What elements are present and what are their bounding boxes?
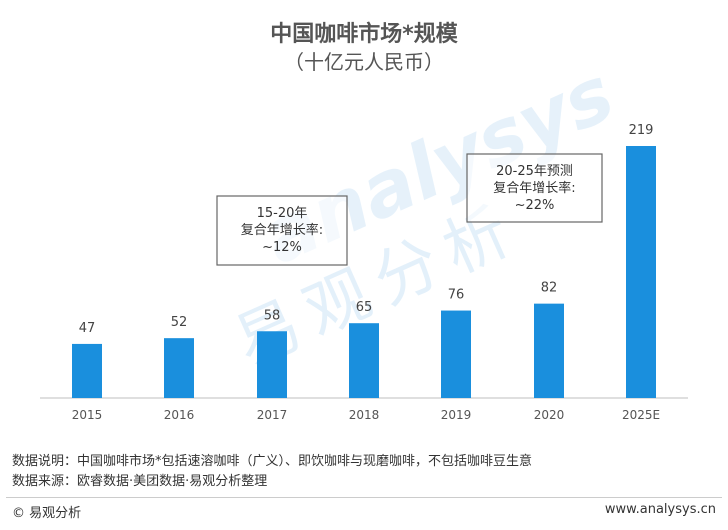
growth-annotation-box xyxy=(216,195,348,266)
data-label-2020: 82 xyxy=(541,281,558,296)
data-source: 数据来源：欧睿数据·美团数据·易观分析整理 xyxy=(12,474,268,489)
data-label-2018: 65 xyxy=(356,300,373,315)
data-label-2019: 76 xyxy=(448,288,465,303)
bar-2016 xyxy=(164,338,194,398)
x-tick-2020: 2020 xyxy=(534,408,565,422)
x-tick-2015: 2015 xyxy=(72,408,103,422)
bar-2019 xyxy=(441,310,471,398)
data-label-2016: 52 xyxy=(171,315,188,330)
bar-2025E xyxy=(626,146,656,398)
footer-url: www.analysys.cn xyxy=(604,502,716,517)
chart-subtitle: （十亿元人民币） xyxy=(284,50,444,74)
bar-2015 xyxy=(72,343,102,398)
growth-annotation-text: 复合年增长率: xyxy=(241,222,323,238)
growth-annotation-text: ~12% xyxy=(262,240,302,255)
x-tick-2018: 2018 xyxy=(349,408,380,422)
bar-chart: 47 2015 52 2016 58 2017 65 2018 76 2019 82 2020 219 2… xyxy=(40,123,688,422)
bar-2018 xyxy=(349,323,379,398)
footer-brand: © 易观分析 xyxy=(12,506,82,521)
data-description: 数据说明：中国咖啡市场*包括速溶咖啡（广义）、即饮咖啡与现磨咖啡，不包括咖啡豆生… xyxy=(12,454,533,469)
x-tick-2016: 2016 xyxy=(164,408,195,422)
chart-title: 中国咖啡市场*规模 xyxy=(270,22,458,47)
x-tick-2019: 2019 xyxy=(441,408,472,422)
x-tick-2017: 2017 xyxy=(257,408,288,422)
data-label-2017: 58 xyxy=(264,308,281,323)
growth-annotation-text: 复合年增长率: xyxy=(493,180,575,196)
growth-annotation-text: ~22% xyxy=(515,198,555,213)
growth-annotation-text: 20-25年预测 xyxy=(496,164,573,179)
x-tick-2025E: 2025E xyxy=(622,408,660,422)
bar-2017 xyxy=(257,331,287,398)
bar-2020 xyxy=(534,303,564,398)
growth-annotation-box xyxy=(466,153,603,223)
data-label-2015: 47 xyxy=(79,321,96,336)
data-label-2025E: 219 xyxy=(629,123,654,138)
growth-annotation-text: 15-20年 xyxy=(257,206,308,221)
footer-divider xyxy=(6,497,722,498)
